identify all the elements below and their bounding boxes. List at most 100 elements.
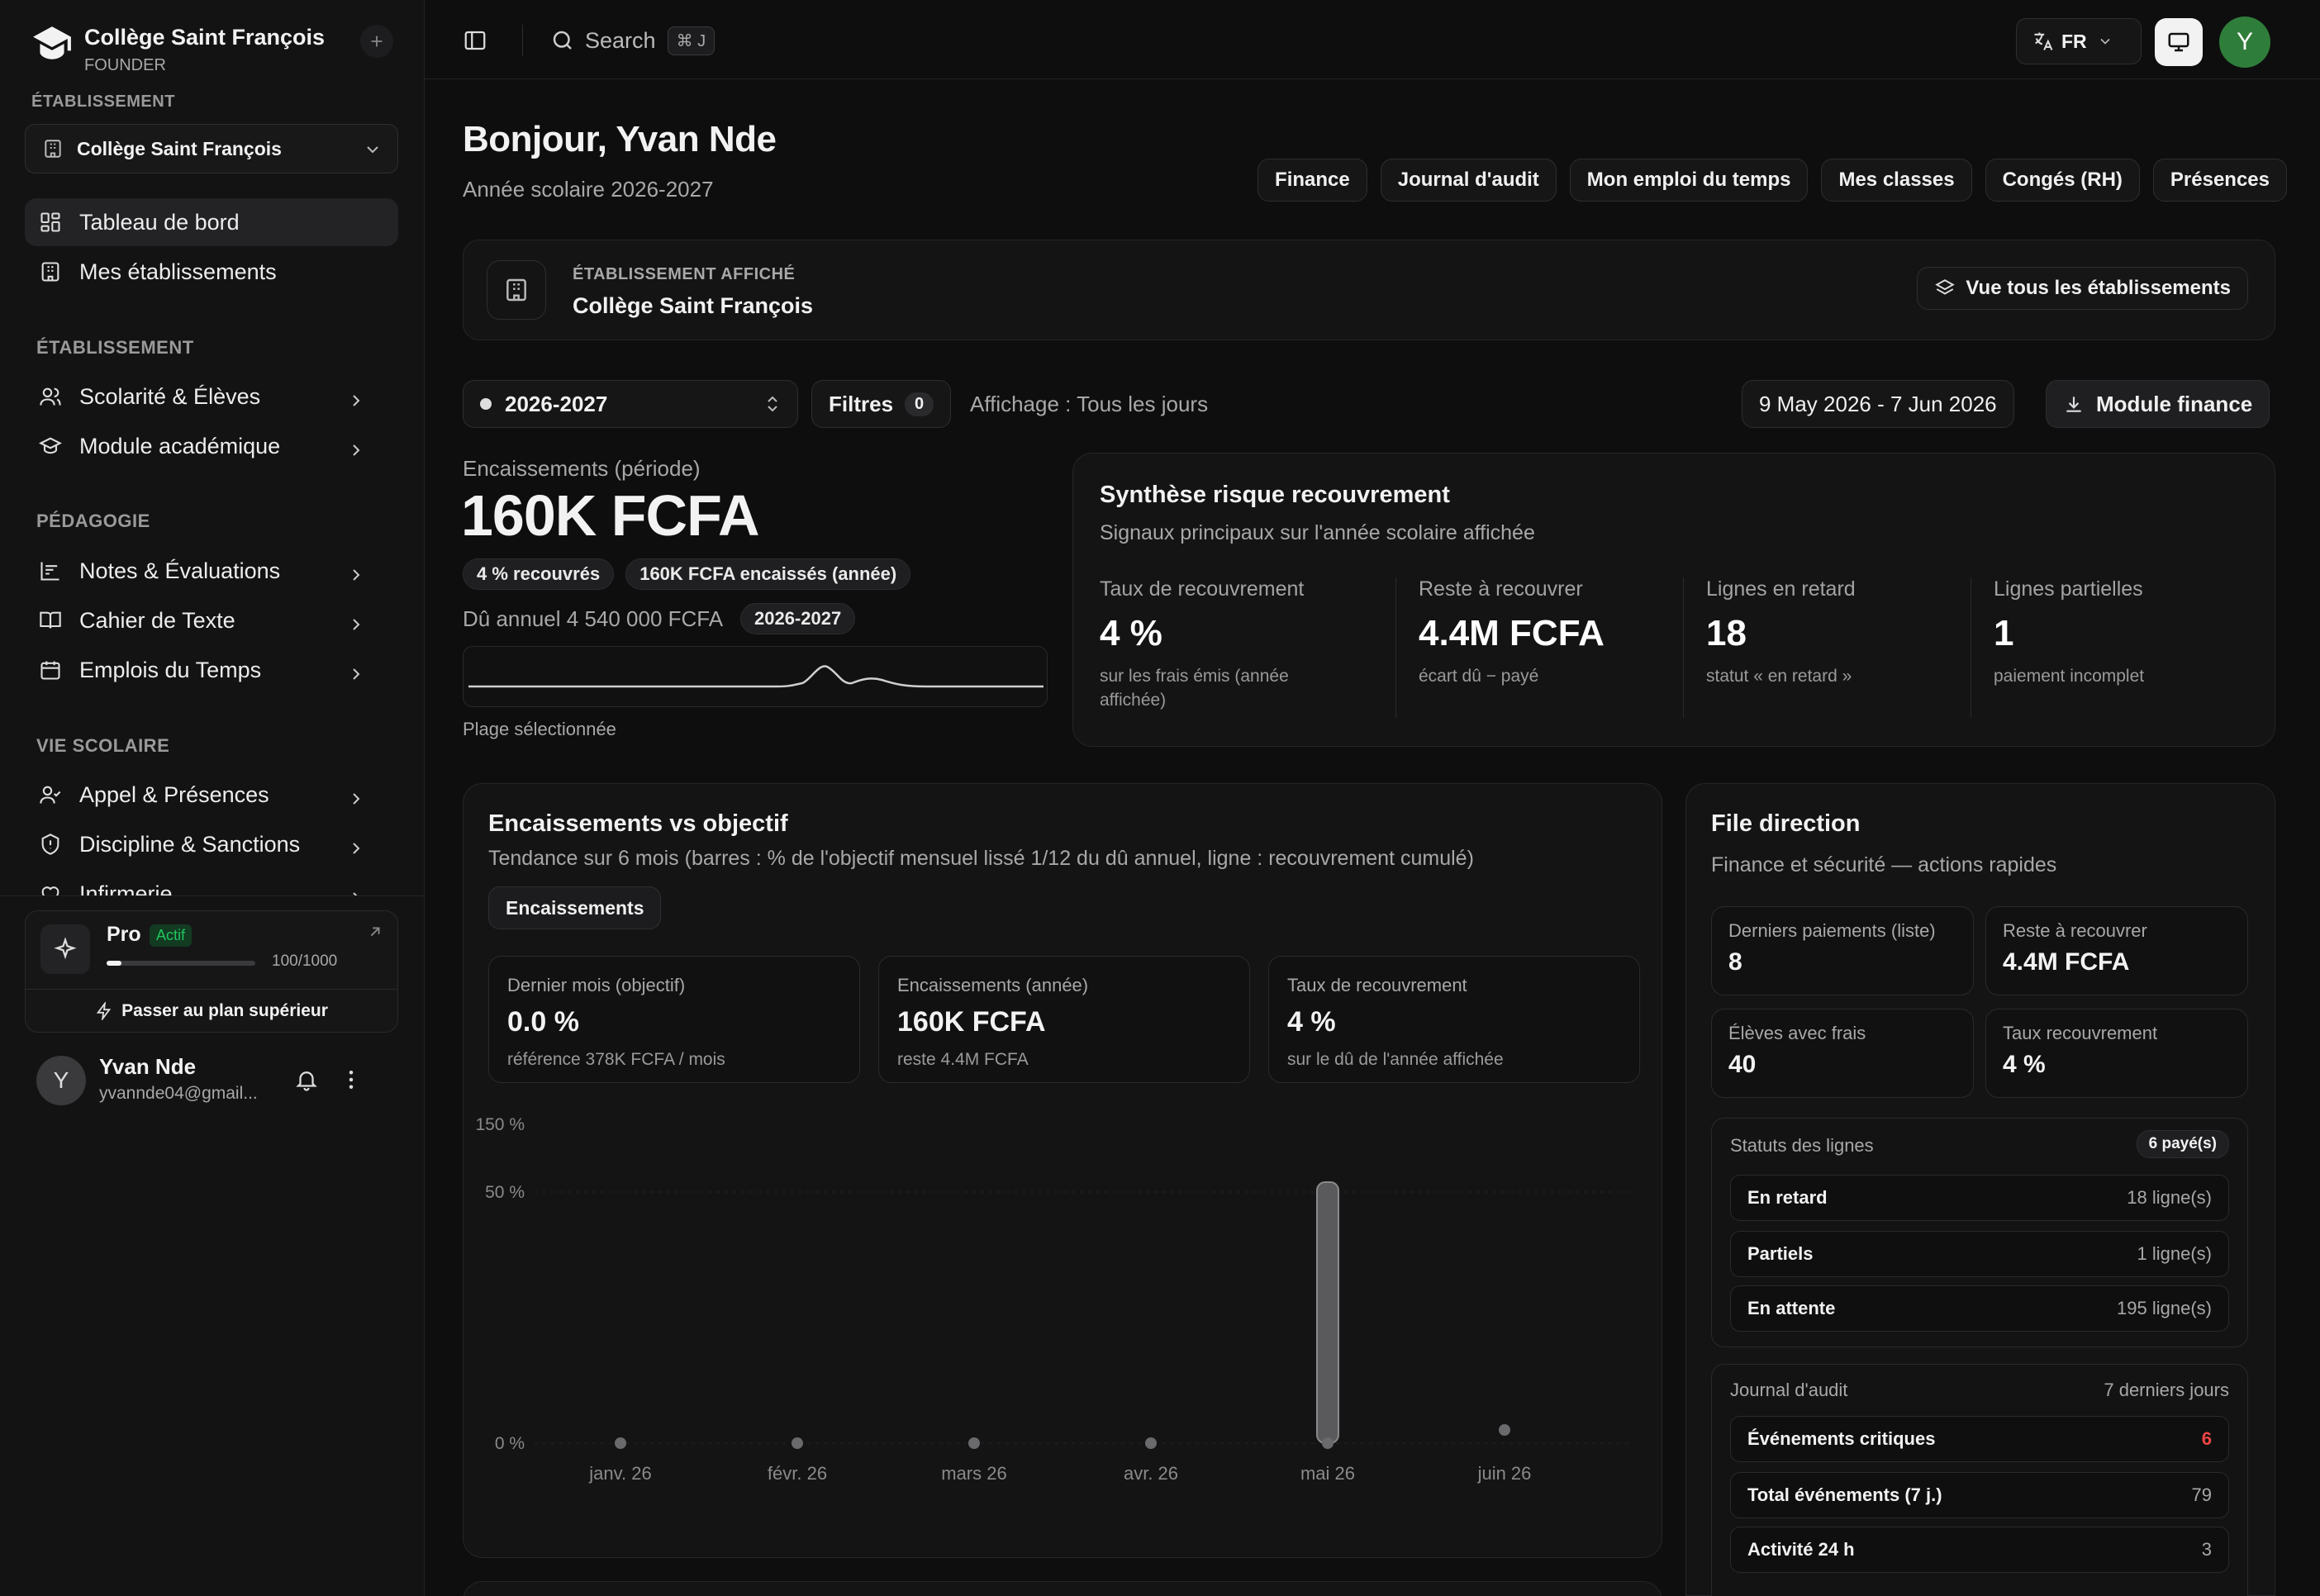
collected-year-badge: 160K FCFA encaissés (année) — [625, 558, 911, 590]
audit-row-critical[interactable]: Événements critiques 6 — [1730, 1416, 2229, 1462]
quick-link-attendance[interactable]: Présences — [2152, 159, 2287, 202]
org-switcher[interactable]: Collège Saint François FOUNDER — [31, 21, 362, 79]
building-icon — [42, 138, 64, 159]
quick-link-finance[interactable]: Finance — [1257, 159, 1367, 202]
row-value: 3 — [2201, 1539, 2212, 1560]
quick-link-audit-log[interactable]: Journal d'audit — [1380, 159, 1557, 202]
audit-row-total[interactable]: Total événements (7 j.) 79 — [1730, 1472, 2229, 1518]
x-tick-label: mars 26 — [941, 1463, 1006, 1484]
building-icon — [503, 277, 530, 303]
sidebar-item-label: Notes & Évaluations — [79, 558, 281, 583]
plan-usage-bar — [107, 961, 255, 966]
direction-card: File direction Finance et sécurité — act… — [1685, 783, 2275, 1596]
audit-row-activity[interactable]: Activité 24 h 3 — [1730, 1527, 2229, 1573]
sidebar-item-label: Module académique — [79, 433, 281, 458]
kpi-label: Taux de recouvrement — [1287, 975, 1467, 995]
row-value: 6 — [2201, 1428, 2212, 1449]
stat-label: Reste à recouvrer — [1419, 577, 1583, 601]
line-point — [968, 1437, 980, 1449]
search-button[interactable]: Search ⌘ J — [550, 23, 715, 58]
next-card-peek — [463, 1581, 1662, 1596]
search-label: Search — [585, 27, 656, 53]
year-select[interactable]: 2026-2027 — [463, 380, 798, 428]
tile-recent-payments[interactable]: Derniers paiements (liste) 8 — [1711, 906, 1974, 995]
sidebar-item-label: Scolarité & Élèves — [79, 383, 261, 409]
stat-value: 1 — [1994, 613, 2014, 653]
sidebar-item-textbook[interactable]: Cahier de Texte — [25, 596, 398, 644]
status-row-partial[interactable]: Partiels 1 ligne(s) — [1730, 1231, 2229, 1277]
stat-late-lines: Lignes en retard 18 statut « en retard » — [1706, 577, 1971, 688]
stat-sub: paiement incomplet — [1994, 667, 2145, 686]
tile-students-with-fees[interactable]: Élèves avec frais 40 — [1711, 1009, 1974, 1098]
view-all-establishments-button[interactable]: Vue tous les établissements — [1917, 267, 2248, 310]
quick-link-my-classes[interactable]: Mes classes — [1821, 159, 1972, 202]
bell-icon[interactable] — [294, 1067, 319, 1092]
translate-icon — [2032, 30, 2055, 53]
sidebar-item-discipline[interactable]: Discipline & Sanctions — [25, 820, 398, 868]
establishment-select[interactable]: Collège Saint François — [25, 124, 398, 173]
sidebar-item-infirmary[interactable]: Infirmerie — [25, 874, 398, 895]
user-name: Yvan Nde — [99, 1054, 197, 1079]
tab-collections[interactable]: Encaissements — [488, 886, 662, 929]
date-range-picker[interactable]: 9 May 2026 - 7 Jun 2026 — [1742, 380, 2014, 428]
paid-badge: 6 payé(s) — [2136, 1130, 2229, 1158]
kpi-sub: reste 4.4M FCFA — [897, 1050, 1029, 1069]
sidebar-item-grades[interactable]: Notes & Évaluations — [25, 547, 398, 595]
tile-remaining[interactable]: Reste à recouvrer 4.4M FCFA — [1985, 906, 2248, 995]
add-org-button[interactable] — [360, 25, 393, 58]
chevron-right-icon — [342, 610, 370, 639]
stat-value: 4 % — [1100, 613, 1162, 653]
establishment-card: ÉTABLISSEMENT AFFICHÉ Collège Saint Fran… — [463, 240, 2275, 340]
bar-chart-icon — [36, 557, 64, 585]
sidebar-item-academic[interactable]: Module académique — [25, 422, 398, 470]
graduation-cap-icon — [36, 432, 64, 460]
line-point — [1499, 1424, 1510, 1436]
book-open-icon — [36, 606, 64, 634]
filters-button[interactable]: Filtres 0 — [811, 380, 952, 428]
sidebar-toggle-icon[interactable] — [463, 28, 487, 53]
sidebar-item-timetable[interactable]: Emplois du Temps — [25, 646, 398, 694]
user-menu[interactable]: Y Yvan Nde yvannde04@gmail... — [25, 1047, 398, 1114]
more-vertical-icon[interactable] — [339, 1067, 364, 1092]
monitor-icon — [2166, 30, 2191, 55]
finance-module-button[interactable]: Module finance — [2046, 380, 2270, 428]
sidebar-item-students[interactable]: Scolarité & Élèves — [25, 373, 398, 420]
establishment-select-value: Collège Saint François — [77, 137, 282, 159]
status-row-late[interactable]: En retard 18 ligne(s) — [1730, 1175, 2229, 1221]
quick-link-my-schedule[interactable]: Mon emploi du temps — [1569, 159, 1809, 202]
chevron-down-icon — [363, 140, 383, 159]
row-value: 195 ligne(s) — [2117, 1298, 2212, 1318]
stat-sub: sur les frais émis (année affichée) — [1100, 667, 1289, 710]
row-label: En attente — [1747, 1298, 1836, 1318]
sidebar-item-establishments[interactable]: Mes établissements — [25, 248, 398, 296]
establishment-card-name: Collège Saint François — [573, 293, 814, 318]
kpi-value: 4 % — [1287, 1006, 1336, 1038]
sidebar-item-dashboard[interactable]: Tableau de bord — [25, 198, 398, 246]
upgrade-label: Passer au plan supérieur — [121, 1001, 328, 1020]
upgrade-button[interactable]: Passer au plan supérieur — [26, 990, 397, 1032]
quick-link-leave-hr[interactable]: Congés (RH) — [1985, 159, 2140, 202]
view-all-label: Vue tous les établissements — [1966, 277, 2231, 299]
tile-value: 4 % — [2003, 1051, 2046, 1078]
page-title: Bonjour, Yvan Nde — [463, 119, 777, 159]
tile-recovery-rate[interactable]: Taux recouvrement 4 % — [1985, 1009, 2248, 1098]
external-link-icon[interactable] — [366, 923, 384, 941]
sidebar-item-label: Appel & Présences — [79, 781, 269, 807]
status-row-pending[interactable]: En attente 195 ligne(s) — [1730, 1285, 2229, 1332]
plan-card: Pro Actif 100/1000 Passer au plan supéri… — [25, 910, 398, 1033]
risk-summary-card: Synthèse risque recouvrement Signaux pri… — [1072, 453, 2275, 747]
kpi-sub: référence 378K FCFA / mois — [507, 1050, 725, 1069]
annual-due-text: Dû annuel 4 540 000 FCFA — [463, 606, 724, 631]
language-select[interactable]: FR — [2016, 18, 2142, 64]
display-mode-button[interactable] — [2155, 18, 2203, 66]
chevron-right-icon — [342, 884, 370, 895]
sidebar-item-label: Discipline & Sanctions — [79, 831, 301, 857]
sidebar-item-attendance[interactable]: Appel & Présences — [25, 771, 398, 819]
profile-avatar[interactable]: Y — [2219, 17, 2270, 68]
y-tick-label: 0 % — [495, 1434, 525, 1453]
range-sparkline[interactable] — [463, 646, 1048, 707]
establishment-icon-box — [487, 260, 546, 320]
line-point — [1145, 1437, 1157, 1449]
line-point — [615, 1437, 626, 1449]
x-tick-label: avr. 26 — [1124, 1463, 1178, 1484]
